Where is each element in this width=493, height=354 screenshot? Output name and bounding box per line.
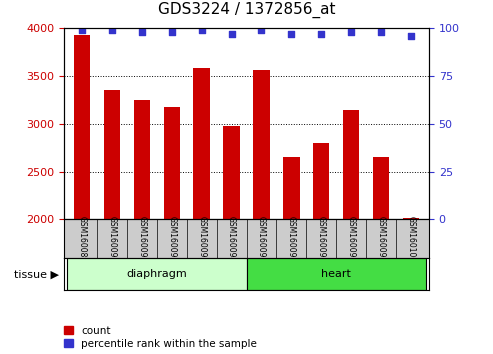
- Point: [168, 29, 176, 35]
- Legend: count, percentile rank within the sample: count, percentile rank within the sample: [65, 326, 257, 349]
- Text: GSM160099: GSM160099: [377, 216, 386, 262]
- Text: GDS3224 / 1372856_at: GDS3224 / 1372856_at: [158, 1, 335, 18]
- Text: GSM160094: GSM160094: [227, 216, 236, 262]
- Bar: [134, 100, 150, 219]
- Bar: [373, 157, 389, 219]
- Point: [198, 27, 206, 33]
- Text: GSM160089: GSM160089: [77, 216, 87, 262]
- Bar: [223, 126, 240, 219]
- Text: GSM160098: GSM160098: [347, 216, 355, 262]
- Point: [347, 29, 355, 35]
- Bar: [193, 68, 210, 219]
- Text: GSM160093: GSM160093: [197, 216, 206, 262]
- Text: GSM160096: GSM160096: [287, 216, 296, 262]
- Point: [228, 31, 236, 37]
- Bar: [253, 70, 270, 219]
- Bar: [343, 110, 359, 219]
- Point: [407, 33, 415, 39]
- Bar: [313, 143, 329, 219]
- Point: [257, 27, 265, 33]
- Bar: [104, 91, 120, 219]
- Point: [108, 27, 116, 33]
- Bar: [67, 258, 246, 290]
- Text: heart: heart: [321, 269, 351, 279]
- Text: tissue ▶: tissue ▶: [14, 269, 59, 279]
- Bar: [74, 35, 90, 219]
- Bar: [283, 157, 300, 219]
- Text: GSM160095: GSM160095: [257, 216, 266, 262]
- Point: [287, 31, 295, 37]
- Text: GSM160097: GSM160097: [317, 216, 326, 262]
- Point: [78, 27, 86, 33]
- Text: GSM160090: GSM160090: [107, 216, 116, 262]
- Point: [377, 29, 385, 35]
- Text: diaphragm: diaphragm: [126, 269, 187, 279]
- Point: [138, 29, 146, 35]
- Bar: [164, 107, 180, 219]
- Text: GSM160100: GSM160100: [406, 216, 416, 262]
- Text: GSM160092: GSM160092: [167, 216, 176, 262]
- Bar: [403, 218, 419, 219]
- Bar: [246, 258, 426, 290]
- Text: GSM160091: GSM160091: [138, 216, 146, 262]
- Point: [317, 31, 325, 37]
